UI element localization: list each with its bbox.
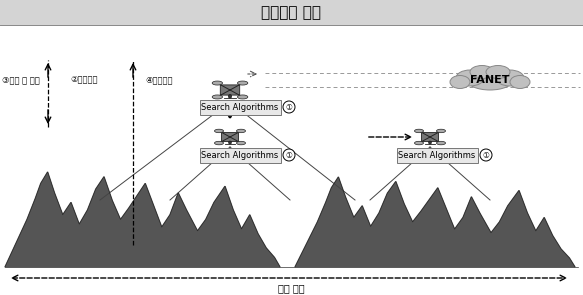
Text: ①: ① — [286, 102, 293, 112]
Ellipse shape — [486, 65, 510, 78]
Ellipse shape — [212, 95, 223, 99]
Ellipse shape — [437, 129, 445, 133]
Ellipse shape — [237, 141, 245, 145]
Ellipse shape — [212, 81, 223, 85]
Ellipse shape — [456, 70, 484, 86]
Polygon shape — [295, 177, 575, 267]
FancyBboxPatch shape — [0, 0, 583, 25]
Ellipse shape — [467, 70, 513, 90]
Circle shape — [229, 141, 231, 144]
FancyBboxPatch shape — [396, 148, 477, 163]
Text: Search Algorithms: Search Algorithms — [201, 150, 279, 160]
Ellipse shape — [237, 129, 245, 133]
Text: ②최적고도: ②최적고도 — [70, 76, 97, 84]
Text: Search Algorithms: Search Algorithms — [201, 102, 279, 112]
Ellipse shape — [237, 81, 248, 85]
Circle shape — [429, 141, 431, 144]
Circle shape — [480, 149, 492, 161]
Polygon shape — [5, 172, 280, 267]
Text: 탐색 영역: 탐색 영역 — [278, 283, 304, 293]
FancyBboxPatch shape — [199, 99, 280, 114]
Ellipse shape — [215, 141, 223, 145]
Ellipse shape — [510, 76, 530, 88]
Text: 연구수행 내용: 연구수행 내용 — [261, 6, 321, 20]
Text: ①: ① — [286, 150, 293, 160]
FancyBboxPatch shape — [220, 85, 240, 95]
Text: ③드론 간 협업: ③드론 간 협업 — [2, 76, 40, 84]
Circle shape — [283, 149, 295, 161]
Ellipse shape — [496, 70, 524, 86]
Ellipse shape — [437, 141, 445, 145]
Ellipse shape — [450, 76, 470, 88]
Text: ④최적탐색: ④최적탐색 — [145, 76, 173, 84]
Text: ①: ① — [483, 150, 490, 160]
FancyBboxPatch shape — [222, 132, 238, 142]
FancyBboxPatch shape — [422, 132, 438, 142]
FancyBboxPatch shape — [199, 148, 280, 163]
Ellipse shape — [215, 129, 223, 133]
Circle shape — [229, 95, 231, 98]
Text: FANET: FANET — [470, 75, 510, 85]
Circle shape — [283, 101, 295, 113]
Ellipse shape — [415, 141, 423, 145]
Ellipse shape — [237, 95, 248, 99]
Ellipse shape — [470, 65, 494, 78]
Text: Search Algorithms: Search Algorithms — [398, 150, 476, 160]
Ellipse shape — [415, 129, 423, 133]
